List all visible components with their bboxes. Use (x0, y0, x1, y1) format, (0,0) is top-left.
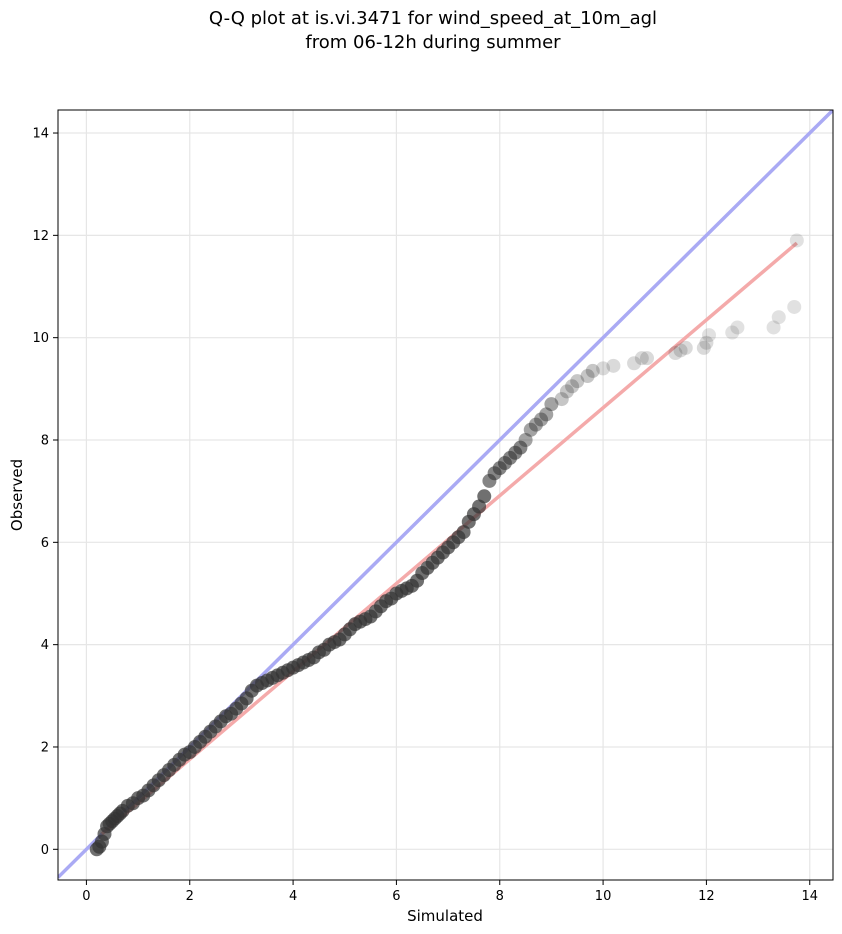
scatter-points (89, 233, 804, 857)
data-point (673, 343, 688, 358)
data-point (559, 384, 574, 399)
x-tick-label: 8 (496, 889, 504, 904)
data-point (580, 369, 595, 384)
y-tick-label: 12 (32, 229, 49, 244)
x-tick-label: 6 (392, 889, 400, 904)
data-point (596, 361, 611, 376)
y-tick-label: 6 (41, 536, 49, 551)
chart-title-line2: from 06-12h during summer (305, 32, 561, 53)
y-tick-label: 0 (41, 843, 49, 858)
data-point (696, 340, 711, 355)
data-point (570, 374, 585, 389)
data-point (585, 363, 600, 378)
axis-ticks: 0 2 4 6 8 10 12 14 0 2 4 6 8 10 12 14 (32, 127, 818, 904)
x-tick-label: 10 (595, 889, 612, 904)
data-point (606, 358, 621, 373)
data-point (565, 379, 580, 394)
y-axis-label: Observed (8, 459, 26, 531)
data-point (702, 328, 716, 343)
chart-title-line1: Q-Q plot at is.vi.3471 for wind_speed_at… (209, 8, 657, 29)
x-tick-label: 0 (82, 889, 90, 904)
y-tick-label: 14 (32, 127, 49, 142)
data-point (766, 320, 781, 335)
data-point (787, 299, 802, 314)
data-point (544, 397, 559, 412)
data-point (539, 407, 554, 422)
y-tick-label: 4 (41, 638, 49, 653)
data-point (730, 320, 745, 335)
x-tick-label: 14 (801, 889, 818, 904)
plot-frame (57, 109, 834, 881)
data-point (477, 489, 492, 504)
x-tick-label: 12 (698, 889, 715, 904)
data-point (528, 417, 543, 432)
data-point (668, 346, 683, 361)
data-point (513, 440, 528, 455)
data-point (634, 351, 649, 366)
data-point (771, 310, 786, 325)
y-tick-label: 10 (32, 331, 49, 346)
data-point (678, 340, 693, 355)
y-tick-label: 8 (41, 434, 49, 449)
data-point (518, 433, 533, 447)
x-tick-label: 2 (186, 889, 194, 904)
data-point (627, 356, 642, 371)
data-point (523, 422, 538, 437)
y-tick-label: 2 (41, 740, 49, 755)
data-point (789, 233, 804, 248)
x-tick-label: 4 (289, 889, 297, 904)
data-point (699, 335, 714, 350)
data-point (725, 325, 740, 340)
x-axis-label: Simulated (407, 907, 483, 925)
data-point (640, 351, 654, 366)
data-point (534, 412, 549, 427)
data-point (554, 392, 569, 407)
